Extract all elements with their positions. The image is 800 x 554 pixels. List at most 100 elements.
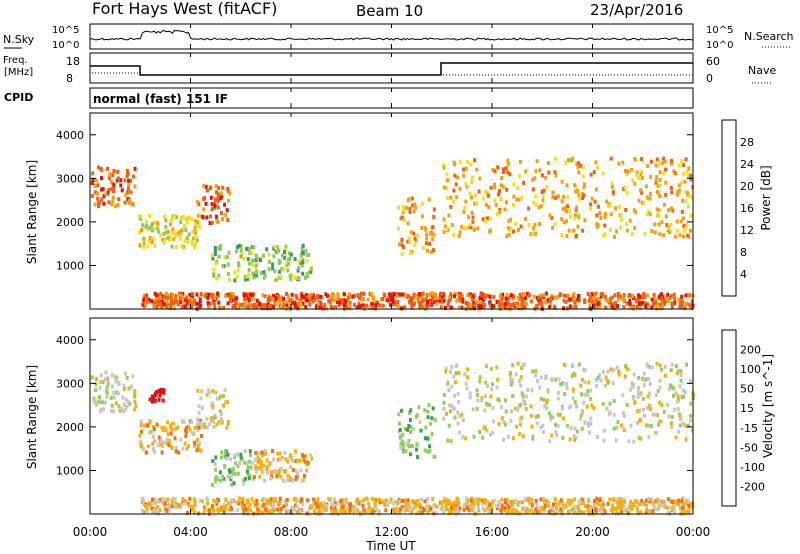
data-cell xyxy=(216,219,219,224)
data-cell xyxy=(152,427,156,431)
data-cell xyxy=(256,502,260,507)
data-cell xyxy=(637,301,641,306)
data-cell xyxy=(566,509,570,514)
data-cell xyxy=(98,200,102,205)
data-cell xyxy=(252,475,256,480)
data-cell xyxy=(102,407,106,412)
data-cell xyxy=(220,455,224,460)
data-cell xyxy=(333,505,337,510)
data-cell xyxy=(521,300,525,305)
data-cell xyxy=(159,233,163,238)
data-cell xyxy=(210,207,214,212)
data-cell xyxy=(581,228,585,233)
data-cell xyxy=(398,428,402,432)
data-cell xyxy=(166,432,170,437)
data-cell xyxy=(538,385,542,390)
data-cell xyxy=(267,501,271,506)
data-cell xyxy=(642,295,646,300)
data-cell xyxy=(355,498,359,503)
data-cell xyxy=(468,391,472,396)
data-cell xyxy=(419,428,423,433)
data-cell xyxy=(642,201,646,206)
data-cell xyxy=(450,403,454,408)
data-cell xyxy=(294,476,298,481)
colorbar-tick-label: -50 xyxy=(740,441,758,454)
colorbar-frame xyxy=(721,119,737,297)
data-cell xyxy=(158,393,162,398)
data-cell xyxy=(510,377,514,382)
data-cell xyxy=(619,225,623,230)
data-cell xyxy=(428,241,431,246)
data-cell xyxy=(632,304,636,309)
data-cell xyxy=(424,425,428,430)
data-cell xyxy=(215,259,219,264)
data-cell xyxy=(172,427,176,432)
data-cell xyxy=(192,301,195,306)
data-cell xyxy=(117,404,121,409)
data-cell xyxy=(549,417,553,422)
data-cell xyxy=(519,500,522,505)
data-cell xyxy=(348,292,351,297)
data-cell xyxy=(447,508,451,513)
data-cell xyxy=(182,300,186,305)
data-cell xyxy=(645,363,649,368)
data-cell xyxy=(107,200,111,205)
data-cell xyxy=(678,423,682,428)
data-cell xyxy=(220,211,223,215)
data-cell xyxy=(409,452,412,457)
data-cell xyxy=(317,508,321,513)
data-cell xyxy=(293,304,297,309)
data-cell xyxy=(536,414,540,418)
data-cell xyxy=(311,295,315,300)
data-cell xyxy=(677,297,681,302)
data-cell xyxy=(653,230,657,235)
data-cell xyxy=(666,511,670,516)
data-cell xyxy=(516,361,520,366)
data-cell xyxy=(504,500,507,505)
data-cell xyxy=(653,296,657,301)
data-cell xyxy=(198,441,201,446)
data-cell xyxy=(167,501,171,506)
data-cell xyxy=(414,502,418,507)
data-cell xyxy=(398,292,402,297)
data-cell xyxy=(556,396,560,401)
data-cell xyxy=(365,496,369,501)
station-title: Fort Hays West (fitACF) xyxy=(92,0,277,18)
data-cell xyxy=(690,299,694,304)
data-cell xyxy=(215,396,219,401)
data-cell xyxy=(674,500,678,505)
data-cell xyxy=(155,299,159,304)
data-cell xyxy=(402,507,406,512)
data-cell xyxy=(628,298,632,303)
data-cell xyxy=(243,460,246,465)
data-cell xyxy=(162,497,166,502)
data-cell xyxy=(464,502,468,507)
data-cell xyxy=(110,373,114,378)
data-cell xyxy=(457,400,461,404)
data-cell xyxy=(336,501,340,506)
data-cell xyxy=(305,274,309,279)
data-cell xyxy=(304,248,308,253)
data-cell xyxy=(476,502,480,507)
data-cell xyxy=(561,435,565,440)
data-cell xyxy=(520,303,523,308)
data-cell xyxy=(631,294,635,299)
data-cell xyxy=(583,218,587,223)
data-cell xyxy=(406,441,410,445)
data-cell xyxy=(595,510,598,515)
data-cell xyxy=(442,406,446,411)
data-cell xyxy=(649,424,653,429)
data-cell xyxy=(509,378,513,383)
data-cell xyxy=(500,296,504,301)
data-cell xyxy=(466,293,470,297)
data-cell xyxy=(182,245,186,249)
data-cell xyxy=(112,182,116,187)
data-cell xyxy=(278,269,282,274)
data-cell xyxy=(611,509,615,514)
nave-tick-low: 0 xyxy=(706,72,713,85)
data-cell xyxy=(226,186,230,191)
data-cell xyxy=(402,449,406,454)
data-cell xyxy=(645,377,648,382)
data-cell xyxy=(509,226,513,231)
data-cell xyxy=(506,170,510,175)
